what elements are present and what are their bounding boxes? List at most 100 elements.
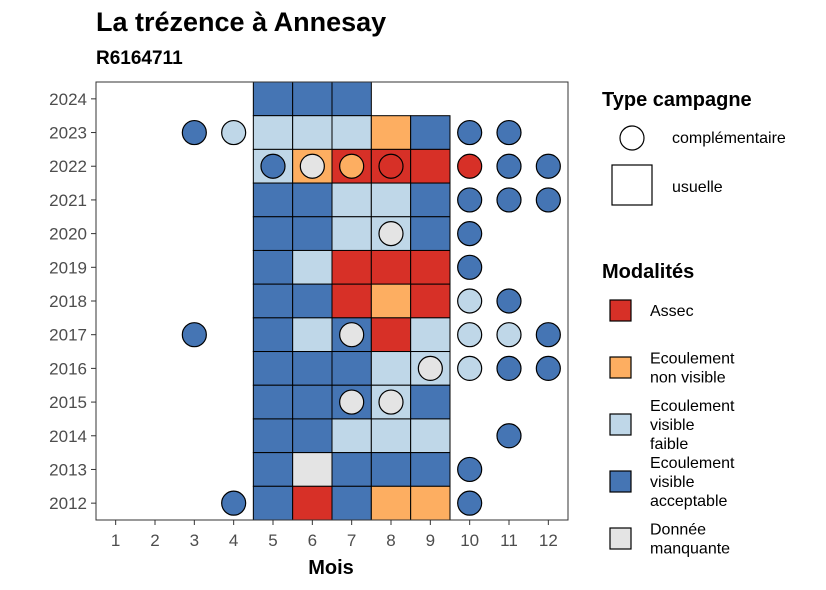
y-tick-label-2017: 2017 bbox=[49, 326, 87, 345]
y-tick-label-2015: 2015 bbox=[49, 393, 87, 412]
tile-2020-9 bbox=[410, 216, 451, 251]
legend-type-campagne: Type campagne complémentaire usuelle bbox=[602, 89, 786, 206]
tile-2021-7 bbox=[331, 182, 372, 218]
tile-2016-8 bbox=[370, 351, 412, 386]
point-2021-12 bbox=[535, 187, 561, 213]
x-tick-label-12: 12 bbox=[539, 531, 558, 550]
tile-2021-6 bbox=[292, 182, 333, 218]
tile-2016-5 bbox=[252, 351, 294, 386]
point-2023-11 bbox=[496, 119, 522, 146]
point-2012-10 bbox=[457, 490, 483, 516]
tile-2013-7 bbox=[331, 452, 372, 487]
point-2022-11 bbox=[496, 153, 522, 179]
x-tick-label-8: 8 bbox=[386, 531, 395, 550]
tile-2014-7 bbox=[331, 418, 372, 454]
y-tick-label-2014: 2014 bbox=[49, 427, 87, 446]
point-2013-10 bbox=[457, 456, 483, 483]
x-axis: 1 2 3 4 5 6 7 8 9 10 11 12 bbox=[111, 520, 558, 550]
tile-2022-9 bbox=[410, 148, 451, 184]
point-2022-7 bbox=[339, 153, 365, 179]
usuelle-tiles bbox=[252, 81, 451, 521]
x-tick-label-3: 3 bbox=[190, 531, 199, 550]
legend-usuelle-symbol bbox=[611, 164, 653, 206]
x-axis-title: Mois bbox=[308, 557, 354, 579]
tile-2023-6 bbox=[292, 115, 333, 150]
tile-2021-5 bbox=[252, 182, 294, 218]
tile-2017-8 bbox=[370, 317, 412, 353]
tile-2021-8 bbox=[370, 182, 412, 218]
tile-2016-7 bbox=[331, 351, 372, 386]
y-tick-label-2022: 2022 bbox=[49, 157, 87, 176]
legend-modalites-title: Modalités bbox=[602, 261, 694, 283]
tile-2024-7 bbox=[331, 81, 372, 117]
tile-2014-6 bbox=[292, 418, 333, 454]
point-2019-10 bbox=[457, 254, 483, 280]
legend-complementaire-symbol bbox=[619, 125, 645, 151]
point-2022-10 bbox=[457, 153, 483, 179]
x-tick-label-9: 9 bbox=[426, 531, 435, 550]
tile-2023-8 bbox=[370, 115, 412, 150]
x-tick-label-7: 7 bbox=[347, 531, 356, 550]
tile-2012-6 bbox=[292, 485, 333, 521]
x-tick-label-6: 6 bbox=[308, 531, 317, 550]
point-2022-6 bbox=[299, 153, 325, 179]
point-2023-10 bbox=[457, 119, 483, 146]
tile-2015-5 bbox=[252, 384, 294, 420]
tile-2020-6 bbox=[292, 216, 333, 251]
tile-2017-6 bbox=[292, 317, 333, 353]
tile-2024-5 bbox=[252, 81, 294, 117]
legend-label-ecoulement_visible_acceptable-1: visible bbox=[650, 474, 695, 491]
legend-type-title: Type campagne bbox=[602, 89, 752, 111]
point-2014-11 bbox=[496, 423, 522, 449]
tile-2024-6 bbox=[292, 81, 333, 117]
point-2020-10 bbox=[457, 221, 483, 247]
legend-label-ecoulement_non_visible-0: Ecoulement bbox=[650, 351, 735, 368]
point-2018-11 bbox=[496, 288, 522, 314]
tile-2013-5 bbox=[252, 452, 294, 487]
tile-2014-8 bbox=[370, 418, 412, 454]
legend-label-donnee_manquante-1: manquante bbox=[650, 541, 730, 558]
legend-label-assec-0: Assec bbox=[650, 303, 694, 320]
legend-modalites: Modalités Assec Ecoulement non visible Ecou… bbox=[602, 261, 735, 558]
y-tick-label-2019: 2019 bbox=[49, 258, 87, 277]
tile-2019-7 bbox=[331, 249, 372, 285]
y-tick-label-2012: 2012 bbox=[49, 494, 87, 513]
point-2020-8 bbox=[378, 221, 404, 247]
point-2016-9 bbox=[417, 355, 443, 381]
legend-key-ecoulement_visible_faible bbox=[609, 413, 632, 436]
point-2022-12 bbox=[535, 153, 561, 179]
tile-2012-7 bbox=[331, 485, 372, 521]
tile-2015-6 bbox=[292, 384, 333, 420]
y-tick-label-2020: 2020 bbox=[49, 225, 87, 244]
tile-2013-9 bbox=[410, 452, 451, 487]
tile-2013-8 bbox=[370, 452, 412, 487]
tile-2019-9 bbox=[410, 249, 451, 285]
y-tick-label-2023: 2023 bbox=[49, 124, 87, 143]
legend-label-ecoulement_visible_acceptable-2: acceptable bbox=[650, 493, 727, 510]
y-tick-label-2021: 2021 bbox=[49, 191, 87, 210]
legend-key-donnee_manquante bbox=[609, 527, 632, 550]
x-tick-label-1: 1 bbox=[111, 531, 120, 550]
tile-2018-8 bbox=[370, 283, 412, 319]
point-2017-7 bbox=[339, 322, 365, 348]
legend-complementaire-label: complémentaire bbox=[672, 130, 786, 147]
tile-2021-9 bbox=[410, 182, 451, 218]
point-2017-12 bbox=[535, 322, 561, 348]
tile-2018-5 bbox=[252, 283, 294, 319]
point-2015-7 bbox=[339, 389, 365, 415]
tile-2014-5 bbox=[252, 418, 294, 454]
legend-label-donnee_manquante-0: Donnée bbox=[650, 522, 706, 539]
tile-2018-6 bbox=[292, 283, 333, 319]
tile-2020-7 bbox=[331, 216, 372, 251]
y-tick-label-2013: 2013 bbox=[49, 460, 87, 479]
tile-2013-6 bbox=[292, 452, 333, 487]
y-tick-label-2024: 2024 bbox=[49, 90, 87, 109]
tile-2015-9 bbox=[410, 384, 451, 420]
x-tick-label-11: 11 bbox=[500, 531, 518, 550]
point-2015-8 bbox=[378, 389, 404, 415]
legend-usuelle-label: usuelle bbox=[672, 179, 723, 196]
y-tick-label-2016: 2016 bbox=[49, 359, 87, 378]
tile-2012-9 bbox=[410, 485, 451, 521]
legend-label-ecoulement_visible_faible-2: faible bbox=[650, 436, 688, 453]
